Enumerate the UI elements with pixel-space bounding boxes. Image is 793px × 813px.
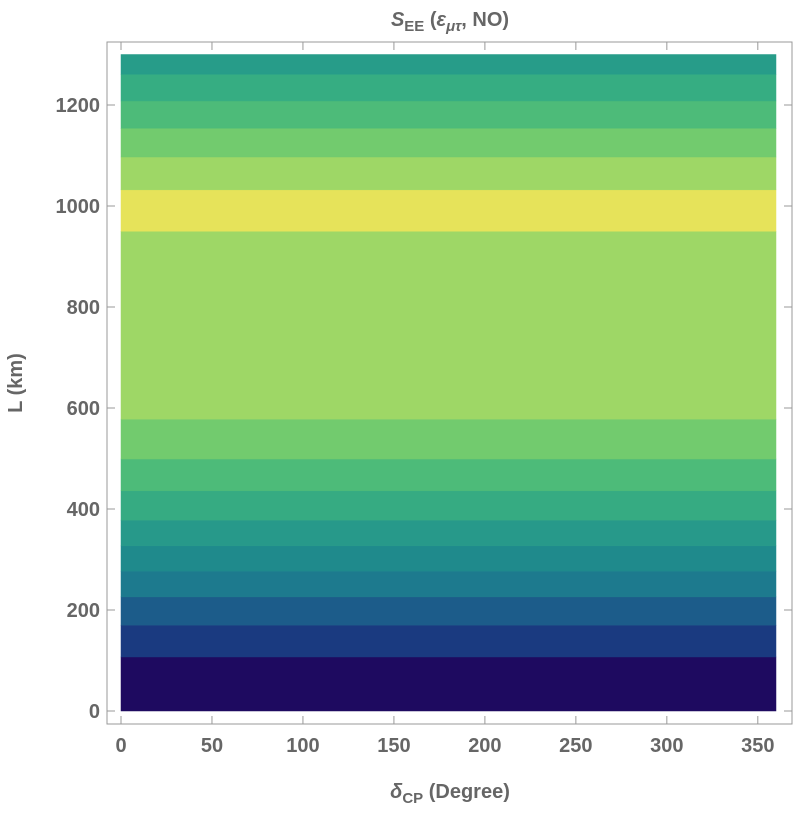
contour-band (120, 231, 777, 420)
y-tick-label: 1200 (56, 95, 101, 117)
contour-band (120, 73, 777, 102)
x-tick-label: 300 (650, 735, 683, 757)
contour-band (120, 458, 777, 492)
contour-band (120, 189, 777, 232)
y-tick-label: 600 (67, 398, 100, 420)
contour-band (120, 624, 777, 658)
y-tick-label: 1000 (56, 196, 101, 218)
text-part: (Degree) (423, 781, 510, 803)
x-tick-label: 0 (115, 735, 126, 757)
contour-band (120, 54, 777, 75)
x-tick-label: 250 (559, 735, 592, 757)
text-part: S (391, 9, 405, 31)
contour-band (120, 100, 777, 129)
text-part: ( (424, 9, 437, 31)
x-tick-label: 350 (741, 735, 774, 757)
text-part: δ (390, 781, 403, 803)
contour-band (120, 519, 777, 547)
contour-band (120, 596, 777, 626)
text-part: EE (404, 18, 424, 35)
y-tick-label: 0 (89, 701, 100, 723)
x-tick-label: 200 (468, 735, 501, 757)
contour-band (120, 570, 777, 598)
y-tick-label: 200 (67, 600, 100, 622)
contour-band (120, 490, 777, 521)
contour-band (120, 656, 777, 712)
contour-band (120, 156, 777, 191)
text-part: , NO) (461, 9, 509, 31)
x-tick-label: 50 (201, 735, 223, 757)
chart-title: SEE (εμτ, NO) (391, 9, 509, 35)
y-axis-label: L (km) (5, 353, 27, 413)
contour-band (120, 545, 777, 572)
text-part: CP (402, 790, 423, 807)
text-part: ε (437, 9, 447, 31)
contour-band (120, 127, 777, 158)
x-tick-label: 150 (377, 735, 410, 757)
x-axis-label: δCP (Degree) (390, 781, 510, 807)
x-tick-label: 100 (286, 735, 319, 757)
y-tick-label: 800 (67, 297, 100, 319)
y-tick-label: 400 (67, 499, 100, 521)
text-part: μτ (445, 18, 462, 35)
contour-band (120, 418, 777, 460)
